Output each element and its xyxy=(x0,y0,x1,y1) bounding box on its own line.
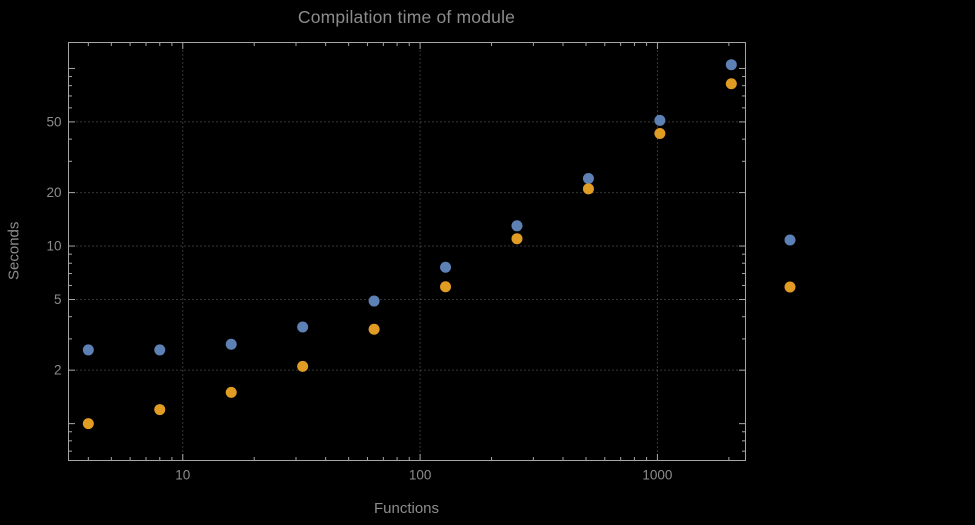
data-point-series-1 xyxy=(368,295,380,307)
y-tick-label: 5 xyxy=(54,292,62,307)
data-point-series-1 xyxy=(582,173,594,185)
data-point-series-2 xyxy=(82,418,94,430)
data-point-series-2 xyxy=(440,281,452,293)
data-point-series-1 xyxy=(725,59,737,71)
data-point-series-2 xyxy=(725,78,737,90)
data-point-series-1 xyxy=(225,338,237,350)
x-axis-label: Functions xyxy=(373,500,440,517)
data-point-series-1 xyxy=(654,114,666,126)
data-point-series-1 xyxy=(511,220,523,232)
data-point-series-1 xyxy=(297,321,309,333)
y-tick-label: 50 xyxy=(46,114,61,129)
data-point-series-1 xyxy=(440,261,452,273)
data-point-series-2 xyxy=(297,360,309,372)
y-tick-label: 10 xyxy=(46,239,61,254)
y-axis-label: Seconds xyxy=(5,221,23,281)
data-point-series-1 xyxy=(154,344,166,356)
data-point-series-2 xyxy=(582,183,594,195)
data-point-series-2 xyxy=(154,404,166,416)
data-point-series-2 xyxy=(654,128,666,140)
chart-title: Compilation time of module xyxy=(297,7,516,27)
x-tick-label: 1000 xyxy=(642,468,672,483)
x-tick-label: 100 xyxy=(409,468,432,483)
data-point-series-2 xyxy=(368,323,380,335)
y-tick-label: 20 xyxy=(46,185,61,200)
plot-frame xyxy=(68,42,746,461)
legend-marker-series-1 xyxy=(784,234,796,246)
data-point-series-2 xyxy=(225,386,237,398)
legend-marker-series-2 xyxy=(784,281,796,293)
data-point-series-1 xyxy=(82,344,94,356)
data-point-series-2 xyxy=(511,233,523,245)
x-tick-label: 10 xyxy=(175,468,190,483)
y-tick-label: 2 xyxy=(54,363,62,378)
